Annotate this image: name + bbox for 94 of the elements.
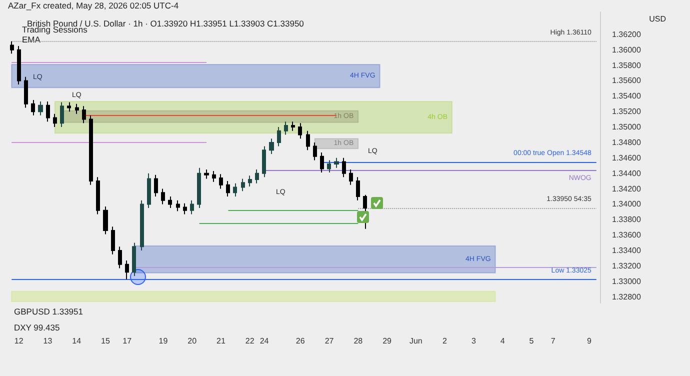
y-tick-label: 1.33400 [612,246,642,256]
y-tick-label: 1.33600 [612,230,642,240]
x-tick-label: 3 [471,336,476,346]
candlestick [75,103,79,114]
candlestick [82,106,86,124]
x-tick-label: 12 [14,336,24,346]
y-tick-label: 1.35000 [612,122,642,132]
candlestick [31,99,35,116]
candlestick [183,202,187,215]
candlestick [140,200,144,252]
candlestick [349,168,353,186]
candlestick [118,246,122,269]
y-tick-label: 1.34600 [612,153,642,162]
candlestick [334,157,339,168]
candlestick [204,168,209,180]
x-tick-label: 15 [101,336,110,346]
candlestick [269,138,274,155]
candlestick [147,172,151,209]
candlestick [255,168,259,184]
candlestick [233,182,237,197]
y-tick-label: 1.34400 [612,168,642,178]
x-tick-label: 4 [500,336,506,346]
candlestick [89,114,93,186]
candlestick [306,130,310,151]
candlestick [60,102,64,128]
y-axis-title: USD [649,14,666,24]
candlestick [197,167,201,209]
candlestick [24,76,28,108]
candlestick [38,101,43,116]
x-tick-label: 21 [216,336,226,346]
x-tick-label: 5 [529,336,534,346]
y-tick-label: 1.36200 [612,30,642,39]
candlestick [342,157,346,178]
candlestick [248,175,252,187]
x-tick-label: 14 [72,336,82,346]
y-tick-label: 1.35600 [612,76,642,86]
candlestick [125,260,129,280]
candlestick [226,180,230,197]
x-tick-label: 9 [586,336,592,346]
y-tick-label: 1.36000 [612,45,642,54]
x-tick-label: 2 [442,336,448,346]
candlestick [277,126,281,147]
x-tick-label: 28 [354,336,364,346]
candlestick [291,121,295,132]
x-tick-label: 22 [245,336,255,346]
text: DXY 99.435 [14,322,60,332]
x-tick-label: 7 [550,336,556,346]
candlestick [320,152,324,174]
candlestick [176,200,180,212]
x-tick-label: 24 [260,336,270,346]
candlestick [161,188,165,205]
candlestick [96,176,100,215]
y-tick-label: 1.34200 [612,184,642,194]
x-tick-label: 27 [324,336,334,346]
text: GBPUSD 1.33951 [14,306,84,316]
x-tick-label: Jun [409,336,422,346]
y-tick-label: 1.34000 [612,200,642,209]
candlestick [10,40,14,54]
y-tick-label: 1.33200 [612,261,642,270]
y-tick-label: 1.35200 [612,107,642,116]
y-tick-label: 1.35800 [612,60,642,70]
candlestick [67,102,71,112]
candlestick [154,174,158,197]
candlestick [111,226,115,255]
x-tick-label: 19 [158,336,168,346]
text: AZar_Fx created, May 28, 2026 02:05 UTC-4 [8,0,179,10]
candlestick [132,242,136,276]
candlestick [241,178,245,192]
x-tick-label: 29 [382,336,392,346]
candlestick [363,194,367,230]
candlestick [356,176,360,201]
candlestick [190,200,194,215]
candlestick [327,160,331,174]
candlestick [53,113,57,128]
candlestick [46,101,50,122]
candlestick [212,170,216,182]
candlestick [284,121,288,136]
candlestick [219,174,223,190]
y-tick-label: 1.32800 [612,292,642,302]
y-tick-label: 1.33800 [612,215,642,224]
candlestick [17,45,21,86]
y-tick-label: 1.34800 [612,138,642,147]
candlestick [103,206,108,235]
x-tick-label: 17 [122,336,132,346]
x-tick-label: 13 [43,336,53,346]
y-tick-label: 1.33000 [612,276,642,286]
x-tick-label: 26 [296,336,306,346]
candlestick [168,196,172,209]
candlestick [313,142,317,161]
y-tick-label: 1.35400 [612,92,642,101]
annotation: EMA [22,34,41,44]
x-tick-label: 20 [188,336,198,346]
candlestick [262,146,266,178]
candlestick [298,122,302,140]
